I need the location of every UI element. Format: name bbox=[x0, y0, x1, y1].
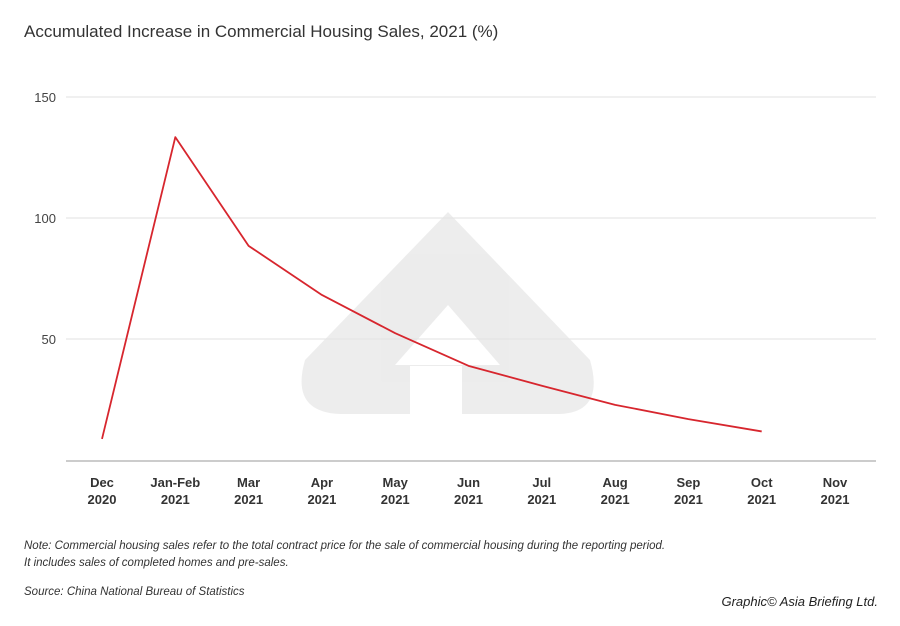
x-tick-label: Jun 2021 bbox=[454, 475, 483, 507]
x-tick-label: Jan-Feb 2021 bbox=[150, 475, 200, 507]
source-note: Source: China National Bureau of Statist… bbox=[24, 586, 245, 598]
note-line-1: Note: Commercial housing sales refer to … bbox=[24, 540, 666, 552]
series-line bbox=[101, 136, 762, 440]
x-tick-label: Apr 2021 bbox=[307, 475, 336, 507]
x-tick-label: Aug 2021 bbox=[601, 475, 630, 507]
watermark-logo bbox=[301, 212, 594, 414]
chart-title: Accumulated Increase in Commercial Housi… bbox=[24, 22, 499, 41]
x-tick-label: Jul 2021 bbox=[527, 475, 556, 507]
y-tick-label: 150 bbox=[34, 90, 56, 105]
x-tick-label: May 2021 bbox=[381, 475, 410, 507]
credit: Graphic© Asia Briefing Ltd. bbox=[721, 594, 878, 609]
x-tick-label: Oct 2021 bbox=[747, 475, 776, 507]
y-tick-label: 50 bbox=[42, 332, 56, 347]
note-line-2: It includes sales of completed homes and… bbox=[24, 557, 289, 569]
y-tick-label: 100 bbox=[34, 211, 56, 226]
x-tick-label: Sep 2021 bbox=[674, 475, 703, 507]
x-tick-label: Nov 2021 bbox=[821, 475, 850, 507]
x-tick-label: Dec 2020 bbox=[88, 475, 117, 507]
x-tick-label: Mar 2021 bbox=[234, 475, 263, 507]
line-chart: 50 100 150 Dec 2020 Jan-Feb 2021 Mar 2021 Apr 202… bbox=[34, 90, 876, 507]
